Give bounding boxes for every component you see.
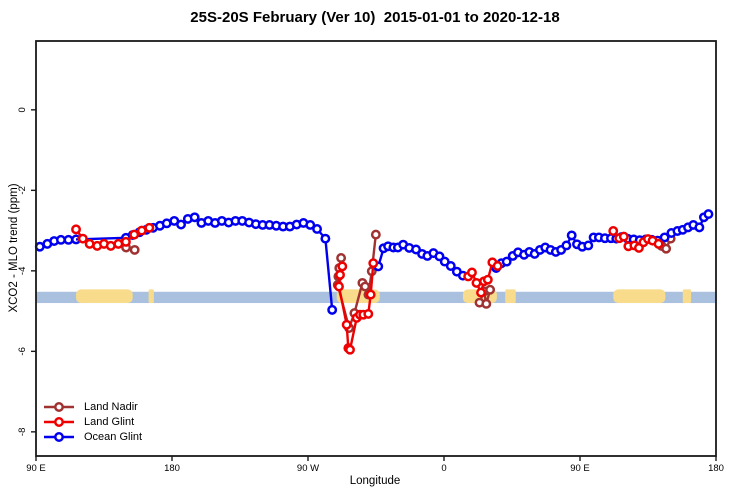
data-point [55,234,66,245]
x-tick-label: 90 W [297,463,319,474]
data-point [561,240,572,251]
data-point [476,287,486,298]
data-point [161,218,172,229]
data-point [189,212,200,223]
x-tick-label: 180 [164,463,180,474]
data-point [144,222,155,233]
legend-circle [54,416,64,427]
legend: Land Nadir Land Glint Ocean Glint [42,399,142,444]
data-point [703,209,714,220]
data-point [136,225,147,236]
data-point [653,238,664,249]
y-tick-label: -6 [17,347,28,355]
x-tick-label: 90 E [26,463,46,474]
data-point [71,224,81,235]
data-point [492,261,503,271]
data-point [360,281,371,292]
legend-item: Land Glint [42,414,142,429]
legend-item: Ocean Glint [42,429,142,444]
data-point [320,233,331,244]
y-tick-label: -2 [17,186,28,194]
data-point [129,244,140,255]
data-point [105,240,116,251]
data-point [618,231,629,242]
data-point [370,229,381,240]
x-tick-label: 0 [441,463,446,474]
data-point [336,253,347,263]
y-tick-label: -4 [17,267,28,275]
plot-border [35,40,717,457]
data-point [345,344,355,355]
data-point [334,281,344,292]
legend-label: Ocean Glint [84,430,143,443]
data-point [176,219,187,230]
geo-strip-land [613,289,666,304]
legend-circle [54,401,64,412]
y-tick-label: 0 [17,107,28,112]
data-point [63,234,74,245]
chart-title: 25S-20S February (Ver 10) 2015-01-01 to … [190,9,560,26]
data-point [608,226,619,236]
data-point [471,277,482,288]
legend-item: Land Nadir [42,399,142,414]
data-point [129,229,140,240]
data-point [341,319,352,330]
data-point [34,241,45,252]
geo-strip-land [682,289,692,304]
y-tick-label: -8 [17,428,28,436]
data-point [335,269,345,280]
data-point [84,238,95,249]
data-point [659,232,670,243]
data-point [305,220,316,230]
legend-marker-icon [44,431,74,442]
geo-strip-land [148,289,154,304]
data-point [583,240,594,251]
data-point [661,243,672,254]
data-point [368,258,379,269]
data-point [482,274,493,285]
x-tick-label: 180 [708,463,724,474]
data-point [120,236,131,247]
data-point [312,224,323,234]
x-axis-label: Longitude [349,475,401,487]
data-point [337,261,348,272]
data-point [363,308,374,319]
data-point [566,230,577,241]
data-point [501,256,512,267]
geo-strip-land [76,289,133,304]
data-point [113,238,124,249]
data-point [77,233,88,244]
data-point [481,298,492,309]
geo-strip-land [505,289,516,304]
data-point [445,261,456,271]
data-point [485,284,496,295]
x-tick-label: 90 E [570,463,590,474]
series-land-glint [71,222,664,355]
data-point [694,222,705,233]
legend-label: Land Nadir [84,400,138,413]
data-point [467,267,477,278]
data-point [327,304,338,315]
legend-marker-icon [44,401,74,412]
data-point [365,289,376,300]
legend-marker-icon [44,416,74,427]
legend-label: Land Glint [84,415,135,428]
legend-circle [54,431,64,442]
